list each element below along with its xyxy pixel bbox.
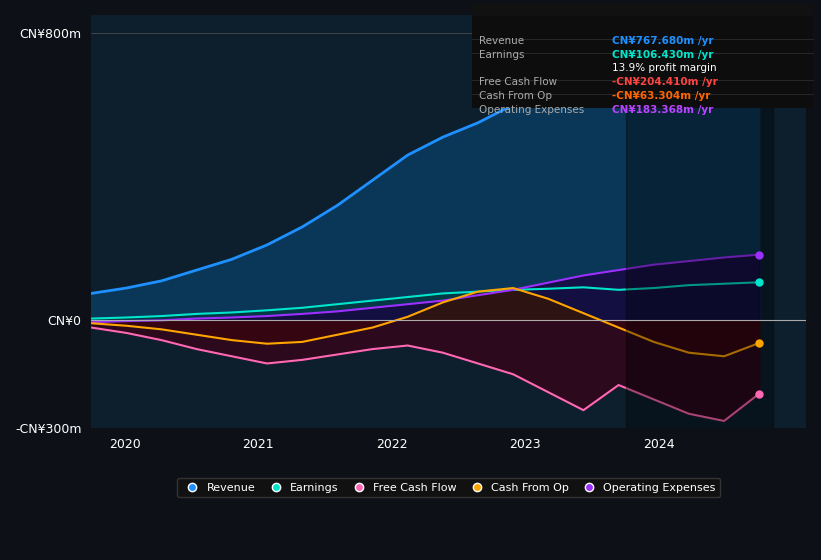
Text: Operating Expenses: Operating Expenses xyxy=(479,105,584,115)
Text: -CN¥63.304m /yr: -CN¥63.304m /yr xyxy=(612,91,710,101)
Text: -CN¥204.410m /yr: -CN¥204.410m /yr xyxy=(612,77,718,87)
Text: 13.9% profit margin: 13.9% profit margin xyxy=(612,63,716,73)
Bar xyxy=(626,15,773,428)
Legend: Revenue, Earnings, Free Cash Flow, Cash From Op, Operating Expenses: Revenue, Earnings, Free Cash Flow, Cash … xyxy=(177,478,720,497)
Text: Revenue: Revenue xyxy=(479,36,524,46)
Text: CN¥183.368m /yr: CN¥183.368m /yr xyxy=(612,105,713,115)
Text: Earnings: Earnings xyxy=(479,50,524,60)
Text: CN¥106.430m /yr: CN¥106.430m /yr xyxy=(612,50,713,60)
Text: Free Cash Flow: Free Cash Flow xyxy=(479,77,557,87)
Text: Sep 30 2024: Sep 30 2024 xyxy=(476,20,564,32)
Text: CN¥767.680m /yr: CN¥767.680m /yr xyxy=(612,36,713,46)
Text: Cash From Op: Cash From Op xyxy=(479,91,552,101)
